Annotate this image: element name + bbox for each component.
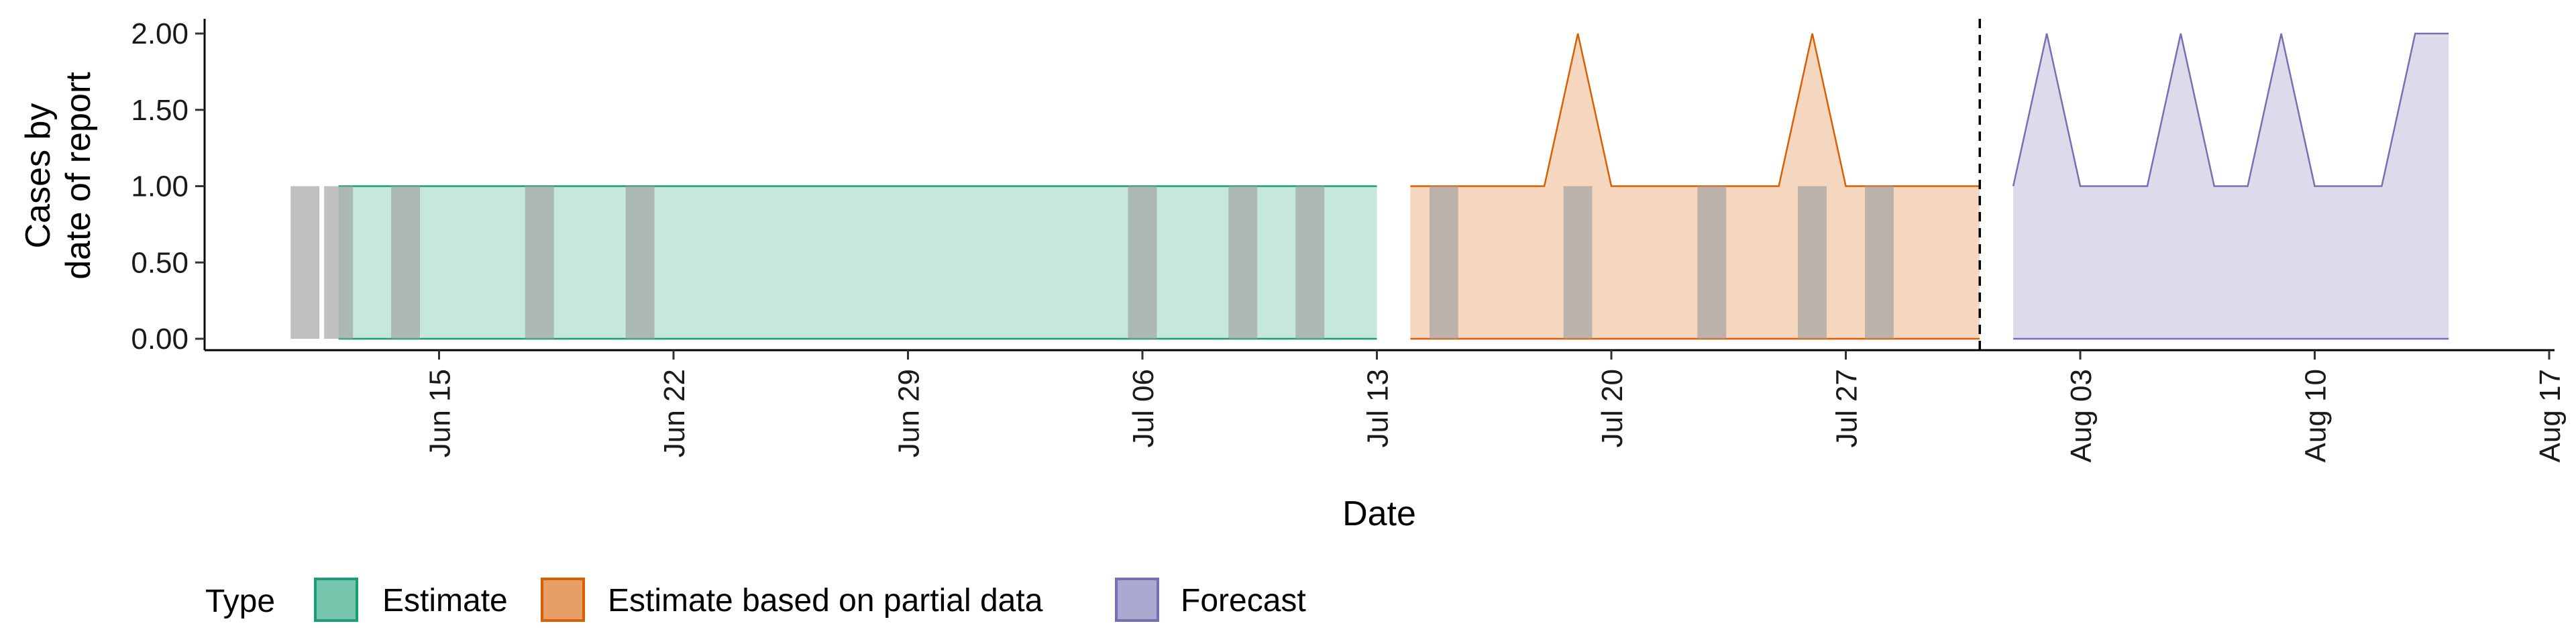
legend: Type Estimate Estimate based on partial d… [205,578,1306,622]
x-tick-label: Jun 29 [893,369,926,458]
axes: 0.00 0.50 1.00 1.50 2.00 Jun 15 Jun 22 Jun 29 Ju… [131,17,2567,462]
x-tick-label: Jun 22 [658,369,691,458]
legend-title: Type [205,584,275,619]
report-bar [290,186,320,339]
legend-label-1: Estimate based on partial data [608,583,1043,619]
report-bar [324,186,354,339]
x-tick-label: Jul 13 [1362,369,1395,447]
report-bar [1865,186,1894,339]
report-bar [1697,186,1727,339]
report-bar [1228,186,1258,339]
report-bar [1798,186,1827,339]
legend-key-0 [314,578,358,622]
x-tick-label: Jun 15 [424,369,457,458]
x-tick-label: Jul 20 [1596,369,1629,447]
y-axis-title-line-1: Cases by [19,103,58,249]
legend-label-0: Estimate [382,583,508,619]
y-tick-label: 2.00 [131,17,189,50]
report-bar [525,186,554,339]
report-bar [1128,186,1157,339]
report-bar [1429,186,1458,339]
report-bar [1563,186,1593,339]
legend-label-2: Forecast [1181,583,1306,619]
y-tick-label: 1.00 [131,170,189,203]
legend-key-2 [1115,578,1159,622]
report-bar [391,186,420,339]
x-tick-label: Jul 27 [1831,369,1864,447]
legend-key-1 [541,578,585,622]
report-bar [625,186,655,339]
series-line-2 [2012,32,2449,187]
x-tick-label: Jul 06 [1127,369,1160,447]
x-axis-title: Date [1342,494,1416,533]
y-tick-label: 1.50 [131,94,189,127]
series-line-1 [1410,33,1980,187]
x-tick-label: Aug 03 [2065,369,2098,462]
x-tick-label: Aug 10 [2300,369,2332,462]
x-tick-label: Aug 17 [2534,369,2567,462]
y-axis-title-line-2: date of report [59,72,98,280]
plot-area [290,19,2449,350]
y-tick-label: 0.00 [131,323,189,356]
y-tick-label: 0.50 [131,246,189,279]
report-bar [1295,186,1325,339]
series-area-0 [338,186,1377,339]
